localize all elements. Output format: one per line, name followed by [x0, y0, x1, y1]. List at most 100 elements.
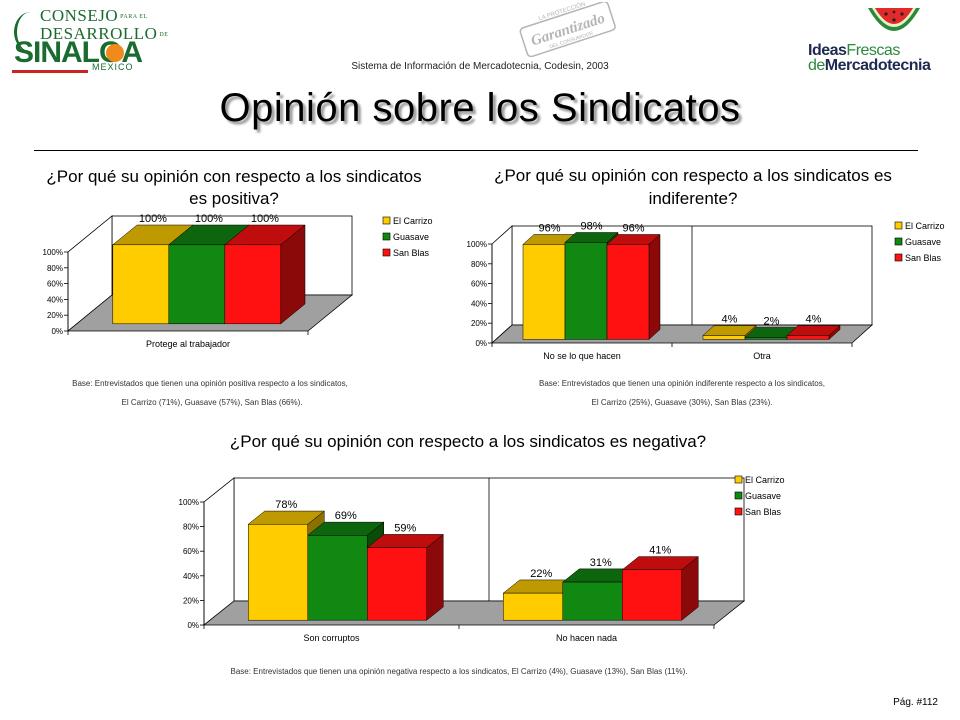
- page-number: Pág. #112: [893, 697, 938, 708]
- x-category-label: Protege al trabajador: [146, 339, 230, 349]
- logo-line1: CONSEJO PARA EL: [40, 6, 148, 25]
- y-tick-label: 60%: [183, 547, 199, 556]
- legend-label: Guasave: [393, 232, 429, 242]
- y-tick-label: 100%: [467, 240, 487, 249]
- bar: [786, 335, 830, 340]
- side-wall: [491, 225, 513, 344]
- bar: [248, 524, 308, 621]
- logo-right-line2: deMercadotecnia: [808, 57, 931, 74]
- data-label: 100%: [195, 213, 223, 225]
- y-tick-label: 100%: [179, 498, 199, 507]
- legend-label: San Blas: [905, 253, 942, 263]
- legend-swatch: [894, 237, 903, 246]
- title-divider: [34, 150, 918, 151]
- data-label: 96%: [538, 222, 560, 234]
- chart-title-line: ¿Por qué su opinión con respecto a los s…: [230, 432, 706, 451]
- data-label: 4%: [806, 314, 822, 326]
- data-label: 100%: [139, 213, 167, 225]
- y-tick-label: 80%: [471, 260, 487, 269]
- chart-title-line: ¿Por qué su opinión con respecto a los s…: [46, 167, 421, 186]
- legend-label: El Carrizo: [905, 221, 945, 231]
- base-note: Base: Entrevistados que tienen una opini…: [231, 667, 688, 676]
- data-label: 98%: [580, 220, 602, 232]
- legend-swatch: [382, 248, 391, 257]
- logo-red-line: [12, 70, 88, 73]
- bar: [367, 547, 427, 621]
- chart-title-line: es positiva?: [189, 189, 279, 208]
- data-label: 69%: [335, 510, 357, 522]
- data-label: 4%: [722, 314, 738, 326]
- y-tick-label: 20%: [47, 311, 63, 320]
- ideas-frescas-logo: IdeasFrescas deMercadotecnia: [808, 2, 956, 74]
- y-tick-label: 40%: [183, 572, 199, 581]
- legend: El Carrizo Guasave San Blas: [734, 475, 785, 517]
- legend-swatch: [382, 216, 391, 225]
- legend-swatch: [734, 491, 743, 500]
- side-wall: [203, 477, 235, 626]
- x-category-label: Otra: [753, 351, 771, 361]
- y-tick-label: 80%: [47, 264, 63, 273]
- bar-side: [426, 533, 444, 621]
- bar: [503, 592, 563, 621]
- y-tick-label: 60%: [47, 280, 63, 289]
- bar: [522, 244, 566, 340]
- bar: [564, 242, 608, 340]
- x-category-label: Son corruptos: [303, 633, 360, 643]
- chart-1: ¿Por qué su opinión con respecto a los s…: [43, 167, 433, 407]
- y-tick-label: 80%: [183, 523, 199, 532]
- bar: [702, 335, 746, 340]
- legend-swatch: [894, 253, 903, 262]
- chart-2: ¿Por qué su opinión con respecto a los s…: [467, 166, 945, 407]
- bar: [622, 569, 682, 621]
- data-label: 41%: [649, 545, 671, 557]
- y-tick-label: 0%: [475, 339, 487, 348]
- y-tick-label: 40%: [471, 299, 487, 308]
- data-label: 2%: [764, 316, 780, 328]
- logo-line2: DESARROLLO DE: [40, 24, 169, 43]
- base-note: El Carrizo (25%), Guasave (30%), San Bla…: [592, 398, 773, 407]
- data-label: 100%: [251, 213, 279, 225]
- logo-arc-icon: [14, 12, 47, 52]
- y-tick-label: 20%: [471, 319, 487, 328]
- legend-swatch: [894, 221, 903, 230]
- data-label: 22%: [530, 568, 552, 580]
- y-tick-label: 20%: [183, 596, 199, 605]
- legend-swatch: [734, 507, 743, 516]
- legend-swatch: [734, 475, 743, 484]
- legend-swatch: [382, 232, 391, 241]
- legend-label: El Carrizo: [393, 216, 433, 226]
- logo-right-line1: IdeasFrescas: [808, 42, 900, 59]
- data-label: 78%: [275, 499, 297, 511]
- y-tick-label: 0%: [51, 327, 63, 336]
- x-category-label: No hacen nada: [556, 633, 617, 643]
- legend-label: El Carrizo: [745, 475, 785, 485]
- page-title: Opinión sobre los Sindicatos: [219, 86, 741, 130]
- legend-label: San Blas: [745, 507, 782, 517]
- chart-title-line: ¿Por qué su opinión con respecto a los s…: [494, 166, 892, 185]
- y-tick-label: 40%: [47, 295, 63, 304]
- chart-3: ¿Por qué su opinión con respecto a los s…: [179, 432, 785, 676]
- x-category-label: No se lo que hacen: [543, 351, 621, 361]
- legend-label: Guasave: [905, 237, 941, 247]
- legend: El Carrizo Guasave San Blas: [382, 216, 433, 258]
- bar: [744, 337, 788, 340]
- base-note: Base: Entrevistados que tienen una opini…: [539, 379, 825, 388]
- system-caption: Sistema de Información de Mercadotecnia,…: [351, 61, 609, 72]
- logo-line4: MEXICO: [92, 62, 134, 72]
- base-note: Base: Entrevistados que tienen una opini…: [72, 379, 348, 388]
- bar: [168, 244, 226, 325]
- chart-title-line: indiferente?: [649, 189, 738, 208]
- bar: [307, 535, 368, 621]
- bar: [224, 244, 282, 325]
- legend-label: San Blas: [393, 248, 430, 258]
- legend-label: Guasave: [745, 491, 781, 501]
- legend: El Carrizo Guasave San Blas: [894, 221, 945, 263]
- bar: [606, 244, 650, 340]
- bar: [562, 581, 623, 621]
- consejo-sinaloa-logo: CONSEJO PARA EL DESARROLLO DE SINALOA MEXI…: [6, 4, 168, 76]
- data-label: 59%: [394, 522, 416, 534]
- bar-side: [648, 233, 661, 340]
- data-label: 96%: [622, 222, 644, 234]
- bar: [112, 244, 170, 325]
